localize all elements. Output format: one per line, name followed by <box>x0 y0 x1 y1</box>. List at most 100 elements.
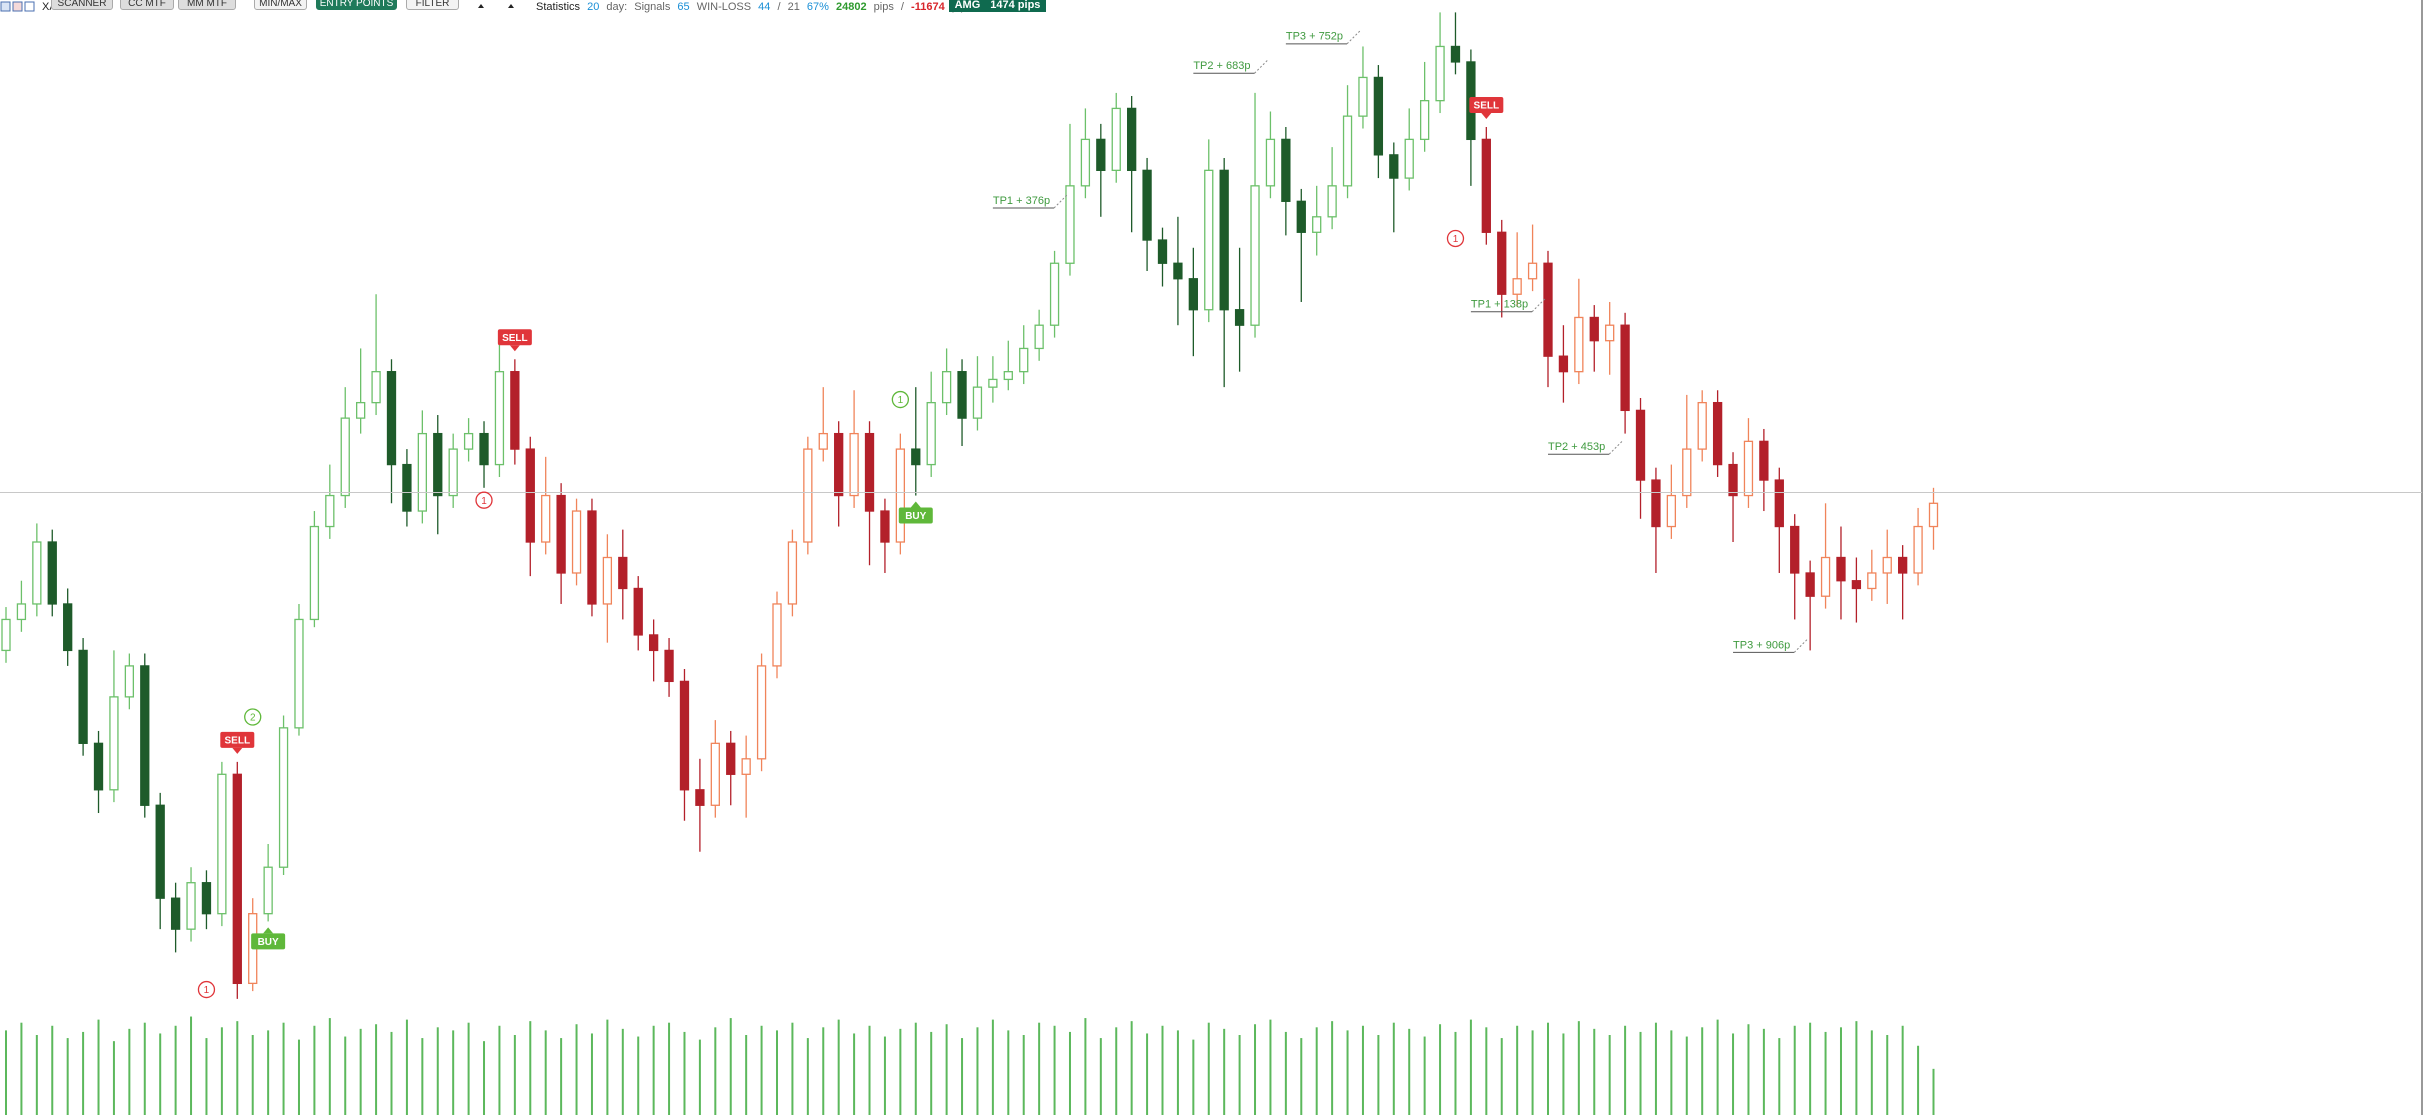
target-leader <box>1254 58 1269 74</box>
volume-bar <box>791 1022 794 1115</box>
candle-body <box>1173 262 1183 280</box>
candle-body <box>1805 572 1815 597</box>
volume-bar <box>35 1035 38 1115</box>
candle-body <box>1728 463 1738 497</box>
stat-profit: 24802 <box>836 1 867 13</box>
arrow-up[interactable] <box>478 4 484 8</box>
stat-days: 20 <box>587 1 600 13</box>
candle-body <box>1851 580 1862 590</box>
volume-bar <box>976 1027 979 1115</box>
stat-signals-label: Signals <box>634 1 671 13</box>
volume-bar <box>652 1025 655 1115</box>
candle-body <box>417 432 427 512</box>
candle-body <box>1281 138 1291 202</box>
step-marker <box>475 491 493 509</box>
icon[interactable] <box>24 1 35 12</box>
volume-bar <box>190 1016 193 1115</box>
volume-bar <box>1130 1021 1133 1115</box>
volume-bar <box>1608 1035 1611 1115</box>
candle-body <box>648 634 659 652</box>
step-marker <box>1446 229 1465 248</box>
amg-badge: AMG 1474 pips <box>949 0 1046 12</box>
target-label: TP1 + 138p <box>1471 299 1528 311</box>
step-marker-label: 1 <box>1453 234 1459 245</box>
signal-pointer <box>1481 112 1492 119</box>
volume-bar <box>143 1022 146 1115</box>
volume-bar <box>82 1031 85 1115</box>
volume-bar <box>1223 1028 1226 1115</box>
candle-body <box>571 510 582 574</box>
volume-bar <box>1516 1025 1519 1115</box>
candle-body <box>278 727 289 868</box>
volume-bar <box>66 1038 69 1115</box>
candle-body <box>1296 200 1306 233</box>
candle-body <box>1389 154 1399 179</box>
volume-bar <box>1176 1030 1179 1115</box>
stat-separator: / <box>900 1 904 13</box>
volume-bar <box>159 1033 162 1115</box>
volume-bar <box>313 1025 316 1115</box>
volume-bar <box>606 1019 609 1115</box>
stat-win-loss-label: WIN-LOSS <box>696 1 752 13</box>
filter-button[interactable]: FILTER <box>406 0 459 10</box>
candle-body <box>772 603 782 667</box>
volume-bar <box>390 1031 393 1115</box>
target-leader <box>1608 439 1624 455</box>
volume-bar <box>776 1030 778 1115</box>
volume-bar <box>1793 1025 1796 1115</box>
candle-body <box>109 696 119 791</box>
volume-bar <box>575 1024 578 1115</box>
signal-badge <box>1469 96 1504 113</box>
candle-body <box>1219 169 1229 311</box>
volume-bar <box>1068 1031 1071 1115</box>
volume-bar <box>637 1036 640 1115</box>
candle-body <box>1003 371 1013 381</box>
candle-body <box>402 463 412 512</box>
candle-body <box>1635 409 1646 481</box>
volume-bar <box>991 1019 994 1115</box>
volume-bar <box>405 1019 408 1115</box>
volume-bar <box>1084 1018 1087 1115</box>
candle-body <box>1512 278 1522 295</box>
target-leader <box>1793 638 1809 653</box>
volume-bar <box>1485 1027 1488 1115</box>
stat-losses: 21 <box>787 1 800 13</box>
candle-body <box>1342 115 1353 187</box>
volume-bar <box>590 1033 593 1115</box>
mm-mtf-button[interactable]: MM MTF <box>178 0 236 10</box>
volume-bar <box>483 1041 486 1115</box>
volume-bar <box>513 1035 516 1115</box>
stat-profit-unit: pips <box>873 1 894 13</box>
volume-bar <box>1531 1030 1534 1115</box>
badge-label: AMG <box>954 0 981 11</box>
target-label: TP1 + 376p <box>993 195 1050 207</box>
volume-bar <box>1870 1030 1873 1115</box>
volume-bar <box>1469 1019 1472 1115</box>
cc-mtf-button[interactable]: CC MTF <box>120 0 174 10</box>
entry-points-button[interactable]: ENTRY POINTS <box>316 0 397 10</box>
target-label: TP3 + 752p <box>1286 31 1343 43</box>
volume-bar <box>698 1039 701 1115</box>
volume-bar <box>1361 1025 1364 1115</box>
candle-body <box>309 525 320 621</box>
stat-signals: 65 <box>677 1 690 13</box>
scanner-button[interactable]: SCANNER <box>51 0 113 10</box>
volume-bar <box>1716 1019 1719 1115</box>
arrow-up[interactable] <box>508 4 514 8</box>
volume-bar <box>452 1030 455 1115</box>
icon[interactable] <box>0 1 11 12</box>
volume-bar <box>914 1022 917 1115</box>
step-marker <box>891 390 910 409</box>
step-marker <box>244 708 262 726</box>
candle-body <box>1234 309 1245 326</box>
candle-body <box>1034 324 1044 350</box>
candle-body <box>556 494 566 574</box>
candle-body <box>957 371 967 419</box>
signal-pointer <box>910 501 921 508</box>
candle-body <box>124 665 135 698</box>
icon[interactable] <box>12 1 23 12</box>
volume-bar <box>837 1019 840 1115</box>
volume-bar <box>1670 1030 1673 1115</box>
min-max-button[interactable]: MIN/MAX <box>254 0 307 10</box>
